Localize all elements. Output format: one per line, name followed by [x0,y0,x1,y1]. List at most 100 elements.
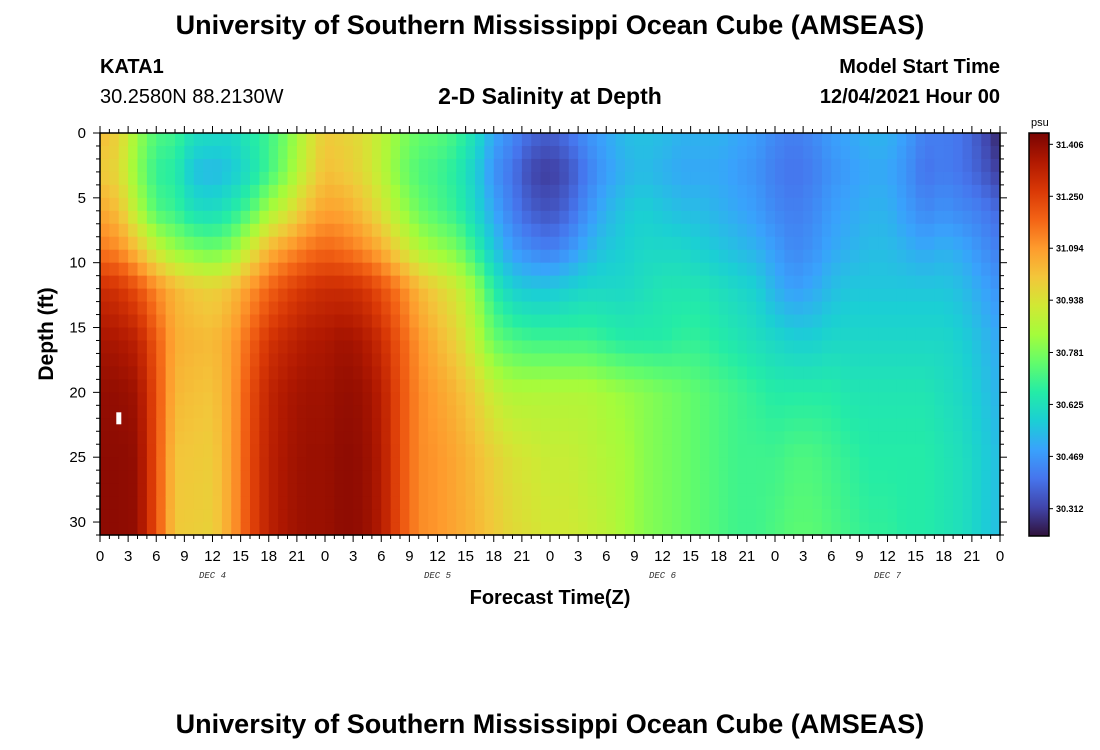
heatmap-cell [690,379,701,393]
heatmap-cell [353,197,364,212]
heatmap-cell [803,171,814,186]
x-tick-label: 21 [289,548,306,565]
heatmap-cell [409,133,420,147]
heatmap-cell [268,483,279,497]
heatmap-cell [981,522,992,536]
heatmap-cell [671,301,682,316]
heatmap-cell [203,327,214,342]
heatmap-cell [259,288,270,303]
heatmap-cell [859,197,870,212]
heatmap-cell [446,366,457,380]
heatmap-cell [971,301,982,316]
heatmap-cell [353,327,364,342]
heatmap-cell [662,366,673,380]
heatmap-cell [784,431,795,445]
heatmap-cell [906,509,917,523]
heatmap-cell [334,236,345,251]
heatmap-cell [409,288,420,303]
heatmap-cell [484,197,495,212]
heatmap-cell [643,327,654,342]
heatmap-cell [662,418,673,432]
heatmap-cell [193,431,204,445]
heatmap-cell [803,470,814,484]
heatmap-cell [212,223,223,238]
heatmap-cell [325,275,335,290]
heatmap-cell [896,236,907,251]
heatmap-cell [512,133,523,147]
heatmap-cell [390,418,401,432]
heatmap-cell [718,288,729,303]
heatmap-cell [109,158,120,173]
heatmap-cell [568,509,579,523]
heatmap-cell [240,418,251,432]
heatmap-cell [737,353,748,368]
heatmap-cell [428,158,439,173]
heatmap-cell [390,158,401,173]
heatmap-cell [568,379,579,393]
heatmap-cell [728,249,739,264]
heatmap-cell [221,133,232,147]
heatmap-cell [775,288,785,303]
heatmap-cell [521,470,532,484]
heatmap-cell [971,184,982,199]
heatmap-cell [596,262,607,277]
heatmap-cell [278,340,289,355]
heatmap-cell [493,275,504,290]
heatmap-cell [953,301,964,316]
heatmap-cell [925,236,935,251]
heatmap-cell [100,340,110,355]
heatmap-cell [821,353,832,368]
heatmap-cell [521,379,532,393]
heatmap-cell [418,145,429,160]
heatmap-cell [371,197,382,212]
heatmap-cell [756,509,767,523]
heatmap-cell [381,340,392,355]
heatmap-cell [259,314,270,329]
heatmap-cell [231,171,242,186]
heatmap-cell [540,418,551,432]
heatmap-cell [981,483,992,497]
heatmap-cell [278,262,289,277]
heatmap-cell [596,158,607,173]
heatmap-cell [334,405,345,419]
heatmap-cell [428,340,439,355]
heatmap-cell [596,418,607,432]
heatmap-cell [728,184,739,199]
heatmap-cell [465,223,476,238]
heatmap-cell [231,431,242,445]
heatmap-cell [296,197,307,212]
heatmap-cell [371,392,382,406]
heatmap-cell [465,470,476,484]
heatmap-cell [456,301,467,316]
heatmap-cell [296,405,307,419]
heatmap-cell [353,288,364,303]
heatmap-cell [203,262,214,277]
heatmap-cell [315,418,326,432]
heatmap-cell [221,483,232,497]
heatmap-cell [915,405,926,419]
heatmap-cell [803,431,814,445]
heatmap-cell [221,405,232,419]
heatmap-cell [175,197,185,212]
heatmap-cell [596,210,607,225]
heatmap-cell [765,171,776,186]
heatmap-cell [503,262,514,277]
heatmap-cell [934,184,945,199]
heatmap-cell [512,522,523,536]
heatmap-cell [268,470,279,484]
heatmap-cell [400,379,410,393]
heatmap-cell [737,133,748,147]
heatmap-cell [943,314,954,329]
heatmap-cell [409,470,420,484]
heatmap-cell [100,236,110,251]
heatmap-cell [859,444,870,458]
heatmap-cell [831,145,842,160]
heatmap-cell [840,327,851,342]
heatmap-cell [775,184,785,199]
heatmap-cell [775,197,785,212]
heatmap-cell [587,262,598,277]
heatmap-cell [559,236,570,251]
heatmap-cell [821,210,832,225]
heatmap-cell [990,457,1001,471]
heatmap-cell [643,431,654,445]
